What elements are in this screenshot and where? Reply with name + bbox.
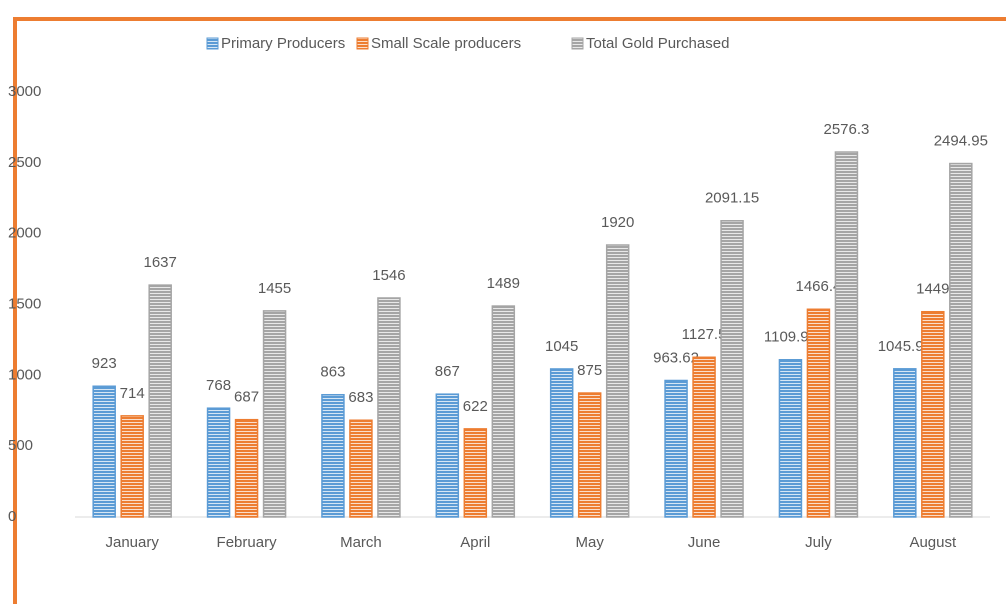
x-tick-label: July bbox=[805, 534, 832, 551]
data-label: 923 bbox=[92, 355, 117, 372]
data-label: 1127.5 bbox=[682, 326, 727, 343]
bar bbox=[692, 356, 716, 518]
bar bbox=[463, 428, 488, 518]
bar bbox=[806, 308, 831, 518]
bar bbox=[549, 368, 574, 518]
data-label: 2091.15 bbox=[705, 190, 759, 207]
data-label: 1546 bbox=[372, 267, 405, 284]
data-label: 1045.97 bbox=[878, 338, 932, 355]
data-label: 863 bbox=[320, 364, 345, 381]
bar bbox=[120, 415, 144, 518]
data-label: 963.62 bbox=[653, 349, 699, 366]
bar bbox=[321, 393, 345, 518]
legend-swatch bbox=[571, 37, 584, 50]
x-tick-label: February bbox=[217, 534, 278, 551]
bar bbox=[262, 310, 287, 518]
data-label: 875 bbox=[577, 362, 602, 379]
bar bbox=[234, 418, 259, 518]
x-tick-label: April bbox=[460, 534, 490, 551]
bar bbox=[921, 310, 945, 518]
data-label: 1449 bbox=[916, 281, 949, 298]
bar bbox=[664, 379, 688, 518]
legend-swatch bbox=[356, 37, 369, 50]
data-label: 867 bbox=[435, 363, 460, 380]
bar bbox=[778, 359, 803, 518]
y-tick-label: 2000 bbox=[8, 225, 41, 242]
y-tick-label: 3000 bbox=[8, 83, 41, 100]
bar bbox=[720, 220, 744, 518]
bar bbox=[605, 244, 630, 518]
data-label: 622 bbox=[463, 398, 488, 415]
bar bbox=[491, 305, 516, 518]
data-label: 768 bbox=[206, 377, 231, 394]
y-tick-label: 0 bbox=[8, 508, 16, 525]
data-label: 1109.91 bbox=[764, 329, 817, 346]
legend-label: Small Scale producers bbox=[371, 35, 521, 52]
y-tick-label: 500 bbox=[8, 437, 33, 454]
data-label: 714 bbox=[120, 385, 145, 402]
bar bbox=[206, 407, 231, 518]
x-tick-label: June bbox=[688, 534, 721, 551]
bar bbox=[377, 297, 401, 518]
x-tick-label: March bbox=[340, 534, 382, 551]
bar bbox=[949, 162, 973, 518]
bar bbox=[577, 392, 602, 518]
x-tick-label: August bbox=[909, 534, 957, 551]
x-tick-label: May bbox=[576, 534, 605, 551]
y-tick-label: 1000 bbox=[8, 366, 41, 383]
legend-label: Primary Producers bbox=[221, 35, 345, 52]
data-label: 2576.3 bbox=[823, 121, 869, 138]
data-label: 1455 bbox=[258, 280, 291, 297]
data-label: 1489 bbox=[487, 275, 520, 292]
bar bbox=[834, 151, 859, 518]
data-label: 1466.4 bbox=[795, 278, 841, 295]
bar bbox=[92, 385, 116, 518]
bar bbox=[893, 368, 917, 518]
bar bbox=[349, 419, 373, 518]
y-tick-label: 1500 bbox=[8, 295, 41, 312]
y-tick-label: 2500 bbox=[8, 154, 41, 171]
data-label: 2494.95 bbox=[934, 133, 988, 150]
data-label: 687 bbox=[234, 389, 259, 406]
bar bbox=[435, 393, 460, 518]
frame bbox=[13, 17, 1006, 604]
legend-swatch bbox=[206, 37, 219, 50]
data-label: 683 bbox=[348, 389, 373, 406]
data-label: 1637 bbox=[144, 254, 177, 271]
legend-label: Total Gold Purchased bbox=[586, 35, 729, 52]
bar bbox=[148, 284, 172, 518]
x-tick-label: January bbox=[106, 534, 160, 551]
data-label: 1920 bbox=[601, 214, 634, 231]
data-label: 1045 bbox=[545, 338, 578, 355]
